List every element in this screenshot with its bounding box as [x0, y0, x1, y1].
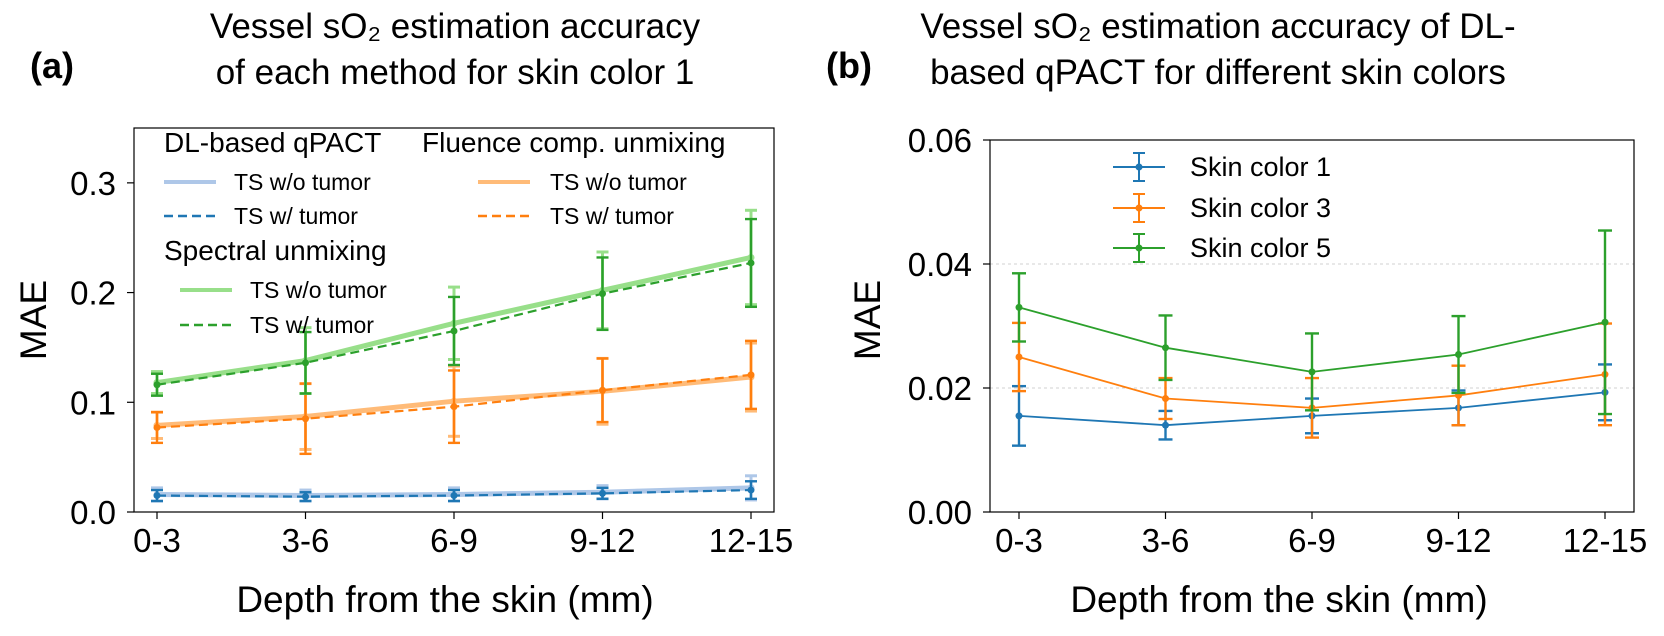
legend-swatch-marker — [1135, 163, 1143, 171]
data-point — [1162, 395, 1169, 403]
x-tick-label: 9-12 — [1425, 522, 1491, 559]
legend-swatch-marker — [1135, 204, 1143, 212]
panel-b-label: (b) — [826, 45, 872, 86]
panel-b-title-line-1: Vessel sO₂ estimation accuracy of DL- — [920, 7, 1515, 46]
data-point — [599, 386, 606, 394]
y-tick-label: 0.00 — [908, 494, 972, 531]
legend-item-fluence-wo: TS w/o tumor — [550, 169, 687, 195]
legend-item-0: Skin color 1 — [1113, 152, 1331, 182]
data-point — [599, 489, 606, 497]
x-tick-label: 6-9 — [1288, 522, 1336, 559]
panel-a-label: (a) — [30, 45, 74, 86]
data-point — [450, 403, 458, 411]
x-tick-label: 6-9 — [430, 522, 478, 559]
legend-item-spectral-w: TS w/ tumor — [250, 312, 374, 338]
legend-item-dl-wo: TS w/o tumor — [234, 169, 371, 195]
series-0-3 — [151, 339, 757, 456]
data-point — [153, 381, 161, 389]
legend-swatch-marker — [1135, 244, 1143, 252]
data-point — [747, 371, 755, 379]
data-point — [450, 492, 458, 500]
y-tick-label: 0.3 — [70, 165, 116, 202]
panel-b-y-axis-label: MAE — [847, 280, 888, 360]
legend-label: Skin color 5 — [1190, 233, 1331, 263]
panel-a-series — [151, 208, 757, 503]
x-tick-label: 0-3 — [133, 522, 181, 559]
legend-item-fluence-w: TS w/ tumor — [550, 203, 674, 229]
data-point — [302, 359, 309, 367]
panel-a-x-axis-label: Depth from the skin (mm) — [236, 579, 653, 620]
data-point — [1015, 353, 1023, 361]
data-point — [747, 486, 755, 494]
legend-group-dl-title: DL-based qPACT — [164, 127, 381, 158]
panel-b-title-line-2: based qPACT for different skin colors — [930, 53, 1506, 92]
data-point — [1455, 351, 1462, 359]
series-1-2 — [1012, 229, 1612, 416]
x-tick-label: 3-6 — [282, 522, 330, 559]
panel-a-title-line-2: of each method for skin color 1 — [216, 53, 695, 92]
x-tick-label: 0-3 — [995, 522, 1043, 559]
y-tick-label: 0.0 — [70, 494, 116, 531]
y-tick-label: 0.1 — [70, 384, 116, 421]
data-point — [1601, 318, 1609, 326]
data-point — [599, 290, 606, 298]
panel-b-ticks: 0.00 0.02 0.04 0.06 0-3 3-6 6-9 9-12 12-15 — [908, 122, 1647, 559]
panel-a-title-line-1: Vessel sO₂ estimation accuracy — [210, 7, 701, 46]
panel-a-ticks: 0.0 0.1 0.2 0.3 0-3 3-6 6-9 9-12 12-15 — [70, 165, 793, 559]
x-tick-label: 12-15 — [709, 522, 793, 559]
legend-item-spectral-wo: TS w/o tumor — [250, 277, 387, 303]
data-point — [302, 415, 309, 423]
panel-a: (a) Vessel sO₂ estimation accuracy of ea… — [13, 7, 793, 620]
data-point — [1015, 303, 1023, 311]
legend-item-2: Skin color 5 — [1113, 233, 1331, 263]
series-0-5 — [151, 217, 757, 397]
data-point — [153, 492, 161, 500]
panel-b: (b) Vessel sO₂ estimation accuracy of DL… — [826, 7, 1647, 620]
legend-item-dl-w: TS w/ tumor — [234, 203, 358, 229]
panel-b-grid — [990, 263, 1634, 389]
panel-b-x-axis-label: Depth from the skin (mm) — [1070, 579, 1487, 620]
x-tick-label: 3-6 — [1142, 522, 1190, 559]
panel-b-legend: Skin color 1 Skin color 3 Skin color 5 — [1113, 152, 1331, 263]
data-point — [747, 259, 755, 267]
legend-item-1: Skin color 3 — [1113, 193, 1331, 223]
panel-a-y-axis-label: MAE — [13, 280, 54, 360]
data-point — [1162, 421, 1169, 429]
y-tick-label: 0.06 — [908, 122, 972, 159]
series-0-1 — [151, 480, 757, 503]
data-point — [153, 424, 161, 432]
legend-group-fluence-title: Fluence comp. unmixing — [422, 127, 725, 158]
data-point — [302, 493, 309, 501]
data-point — [1162, 344, 1169, 352]
data-point — [1015, 412, 1023, 420]
legend-group-spectral-title: Spectral unmixing — [164, 235, 387, 266]
y-tick-label: 0.2 — [70, 275, 116, 312]
panel-a-legend: DL-based qPACT TS w/o tumor TS w/ tumor … — [164, 127, 725, 338]
legend-label: Skin color 3 — [1190, 193, 1331, 223]
panel-b-series — [1012, 229, 1612, 447]
x-tick-label: 9-12 — [569, 522, 635, 559]
y-tick-label: 0.02 — [908, 370, 972, 407]
data-point — [1308, 368, 1316, 376]
y-tick-label: 0.04 — [908, 246, 972, 283]
data-point — [450, 327, 458, 335]
x-tick-label: 12-15 — [1563, 522, 1647, 559]
legend-label: Skin color 1 — [1190, 152, 1331, 182]
